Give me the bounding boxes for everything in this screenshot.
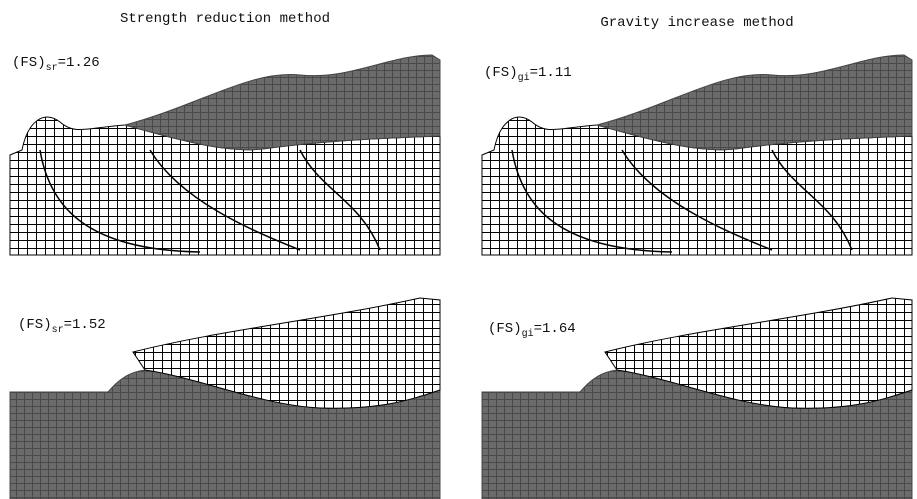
label-value: =1.64 (534, 321, 576, 337)
label-subscript: sr (46, 63, 58, 74)
label-prefix: (FS) (488, 321, 522, 337)
panel-label: (FS)sr=1.26 (12, 55, 100, 74)
panel-label: (FS)gi=1.64 (488, 321, 576, 340)
mesh-panel (9, 54, 441, 256)
label-prefix: (FS) (12, 55, 46, 71)
label-prefix: (FS) (484, 65, 518, 81)
panel-label: (FS)sr=1.52 (18, 317, 106, 336)
column-title: Gravity increase method (600, 15, 793, 31)
label-value: =1.52 (64, 317, 106, 333)
label-value: =1.26 (58, 55, 100, 71)
label-value: =1.11 (530, 65, 572, 81)
panel-label: (FS)gi=1.11 (484, 65, 572, 84)
label-subscript: gi (522, 328, 534, 340)
label-subscript: gi (518, 72, 530, 84)
label-subscript: sr (52, 325, 64, 336)
mesh-panel (481, 54, 913, 256)
label-prefix: (FS) (18, 317, 52, 333)
column-title: Strength reduction method (120, 11, 330, 27)
